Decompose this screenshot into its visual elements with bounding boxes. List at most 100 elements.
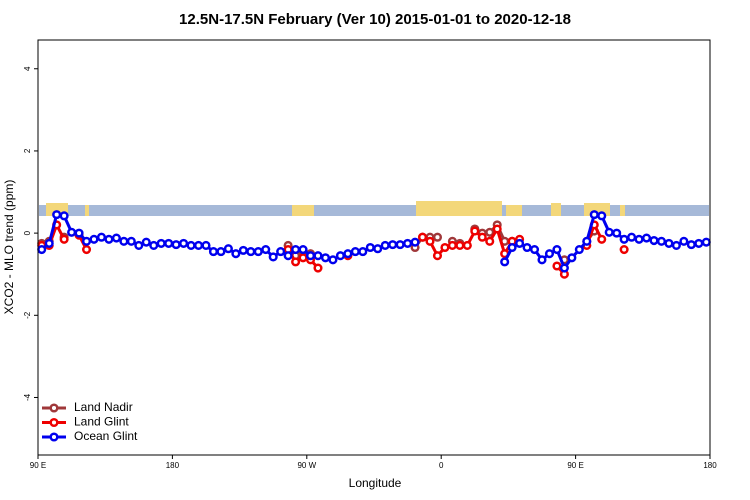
- point: [664, 238, 674, 248]
- point: [134, 240, 144, 250]
- point: [223, 244, 233, 254]
- plot-frame: [37, 39, 711, 456]
- land-map-strip: [39, 201, 709, 216]
- point: [403, 238, 413, 248]
- point: [81, 236, 92, 246]
- point: [268, 252, 278, 262]
- point: [432, 251, 443, 261]
- x-tick-label: 0: [439, 461, 444, 470]
- point: [261, 245, 271, 255]
- point: [529, 245, 540, 255]
- legend-marker: [49, 417, 59, 428]
- point: [179, 238, 189, 248]
- point: [388, 240, 398, 250]
- point: [410, 237, 420, 247]
- point: [515, 238, 525, 248]
- point: [544, 249, 555, 259]
- point: [656, 236, 667, 246]
- y-tick-label: 2: [23, 148, 32, 153]
- legend-label: Land Nadir: [74, 400, 133, 414]
- point: [358, 247, 368, 257]
- point: [156, 238, 166, 248]
- point: [522, 242, 532, 253]
- point: [335, 251, 345, 261]
- y-tick-label: 0: [23, 230, 32, 235]
- point: [612, 228, 622, 238]
- legend-label: Land Glint: [74, 415, 129, 429]
- point: [305, 251, 316, 261]
- point: [74, 228, 84, 238]
- point: [597, 234, 607, 244]
- point: [694, 238, 704, 248]
- point: [447, 240, 457, 250]
- point: [291, 257, 301, 267]
- point: [485, 227, 495, 237]
- point: [89, 234, 99, 244]
- point: [574, 245, 584, 255]
- point: [552, 245, 562, 255]
- point: [37, 245, 47, 255]
- x-axis-label: Longitude: [349, 476, 402, 490]
- point: [59, 234, 69, 244]
- point: [432, 232, 443, 242]
- plot-area: [37, 210, 711, 277]
- point: [604, 227, 614, 237]
- legend-label: Ocean Glint: [74, 429, 138, 443]
- point: [164, 238, 174, 248]
- point: [395, 240, 405, 250]
- point: [350, 247, 360, 257]
- point: [81, 245, 92, 255]
- point: [119, 236, 129, 246]
- point: [320, 253, 331, 263]
- point: [328, 255, 338, 265]
- x-tick-label: 90 W: [297, 461, 316, 470]
- point: [425, 236, 435, 246]
- point: [141, 237, 151, 247]
- point: [485, 236, 495, 246]
- point: [679, 236, 689, 246]
- point: [186, 240, 196, 250]
- point: [246, 247, 256, 257]
- point: [313, 263, 323, 273]
- point: [671, 240, 681, 250]
- point: [417, 232, 428, 242]
- point: [470, 226, 480, 236]
- point: [492, 224, 502, 234]
- point: [373, 244, 383, 254]
- point: [126, 236, 136, 246]
- point: [253, 247, 263, 257]
- point: [559, 263, 569, 273]
- point: [567, 253, 577, 263]
- point: [627, 232, 637, 242]
- point: [440, 242, 450, 253]
- point: [149, 240, 159, 250]
- point: [365, 242, 375, 253]
- point: [111, 233, 121, 243]
- point: [619, 234, 629, 244]
- y-axis-label: XCO2 - MLO trend (ppm): [2, 180, 16, 315]
- point: [171, 240, 181, 250]
- point: [313, 251, 323, 261]
- legend-marker: [49, 432, 59, 442]
- point: [201, 240, 211, 250]
- point: [641, 233, 652, 243]
- point: [216, 247, 226, 257]
- point: [582, 236, 592, 246]
- point: [276, 247, 286, 257]
- x-tick-label: 180: [703, 461, 717, 470]
- chart-title: 12.5N-17.5N February (Ver 10) 2015-01-01…: [179, 11, 571, 28]
- point: [455, 240, 465, 250]
- point: [231, 249, 241, 259]
- point: [507, 242, 517, 253]
- legend-marker: [49, 403, 59, 413]
- series-line: [40, 212, 707, 272]
- point: [380, 240, 390, 250]
- point: [104, 234, 114, 244]
- point: [686, 240, 696, 250]
- point: [298, 245, 308, 255]
- y-tick-label: -2: [23, 311, 32, 319]
- point: [291, 245, 301, 255]
- point: [500, 257, 510, 267]
- point: [589, 210, 599, 220]
- point: [701, 237, 711, 247]
